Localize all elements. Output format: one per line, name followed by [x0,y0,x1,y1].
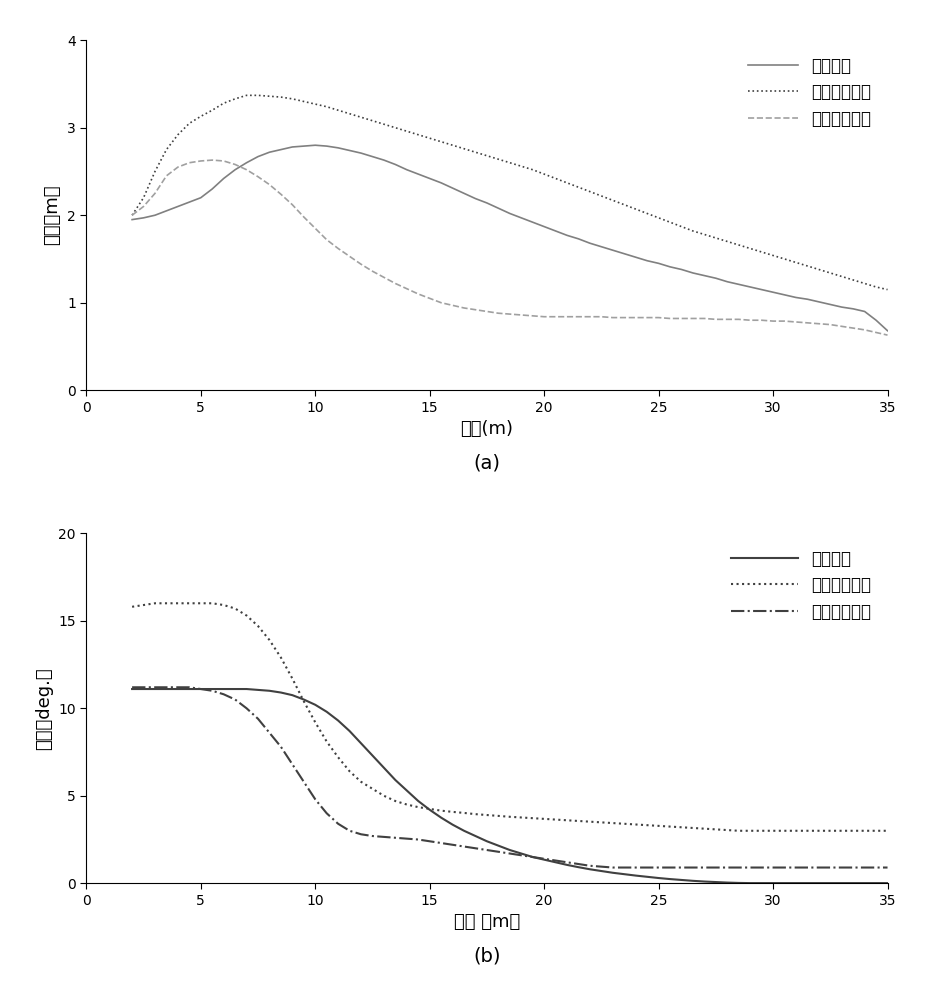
Legend: 初始叶片, 联合优化风轮, 分离优化风轮: 初始叶片, 联合优化风轮, 分离优化风轮 [722,542,879,629]
联合优化风轮 [882,284,893,296]
联合优化风轮 [733,825,744,837]
Legend: 初始叶片, 联合优化风轮, 分离优化风能: 初始叶片, 联合优化风轮, 分离优化风能 [739,49,879,136]
X-axis label: 位置 （m）: 位置 （m） [453,913,520,931]
联合优化风轮 [882,825,893,837]
Line: 联合优化风轮: 联合优化风轮 [132,603,887,831]
分离优化风能 [481,305,492,317]
初始叶片 [470,830,481,842]
Line: 分离优化风轮: 分离优化风轮 [132,687,887,868]
Y-axis label: 弦长（m）: 弦长（m） [44,185,61,245]
联合优化风轮 [230,603,241,615]
分离优化风能 [252,171,263,183]
初始叶片 [127,683,138,695]
联合优化风轮 [447,806,458,818]
分离优化风轮 [710,862,722,874]
分离优化风轮 [607,862,618,874]
Text: (a): (a) [474,453,501,472]
分离优化风能 [207,154,218,166]
分离优化风轮 [127,681,138,693]
联合优化风轮 [127,209,138,221]
联合优化风轮 [241,89,252,101]
联合优化风轮 [710,823,722,835]
初始叶片 [710,272,722,284]
初始叶片 [836,301,847,313]
分离优化风能 [710,313,722,325]
联合优化风轮 [252,89,263,101]
联合优化风轮 [218,97,229,109]
初始叶片 [241,157,252,169]
初始叶片 [882,325,893,337]
初始叶片 [745,877,756,889]
初始叶片 [836,877,847,889]
初始叶片 [436,812,447,824]
联合优化风轮 [196,597,207,609]
Line: 联合优化风轮: 联合优化风轮 [132,95,887,290]
Line: 初始叶片: 初始叶片 [132,689,887,883]
Y-axis label: 扭角（deg.）: 扭角（deg.） [34,667,53,750]
X-axis label: 位置(m): 位置(m) [461,420,513,438]
初始叶片 [447,182,458,194]
分离优化风轮 [836,862,847,874]
联合优化风轮 [447,139,458,151]
分离优化风轮 [436,837,447,849]
分离优化风轮 [241,702,252,714]
分离优化风能 [447,299,458,311]
初始叶片 [310,139,321,151]
分离优化风轮 [218,688,229,700]
联合优化风轮 [149,597,160,609]
分离优化风能 [127,209,138,221]
初始叶片 [882,877,893,889]
联合优化风轮 [836,825,847,837]
联合优化风轮 [710,232,722,244]
初始叶片 [218,683,229,695]
分离优化风能 [836,320,847,332]
初始叶片 [699,876,710,888]
联合优化风轮 [127,601,138,613]
初始叶片 [241,683,252,695]
初始叶片 [218,172,229,184]
分离优化风轮 [470,842,481,854]
联合优化风轮 [481,809,492,821]
Line: 初始叶片: 初始叶片 [132,145,887,331]
联合优化风轮 [481,150,492,162]
联合优化风轮 [836,270,847,282]
初始叶片 [127,214,138,226]
分离优化风能 [882,329,893,341]
初始叶片 [481,197,492,209]
分离优化风轮 [882,862,893,874]
Line: 分离优化风能: 分离优化风能 [132,160,887,335]
Text: (b): (b) [473,946,501,965]
分离优化风能 [230,158,241,170]
